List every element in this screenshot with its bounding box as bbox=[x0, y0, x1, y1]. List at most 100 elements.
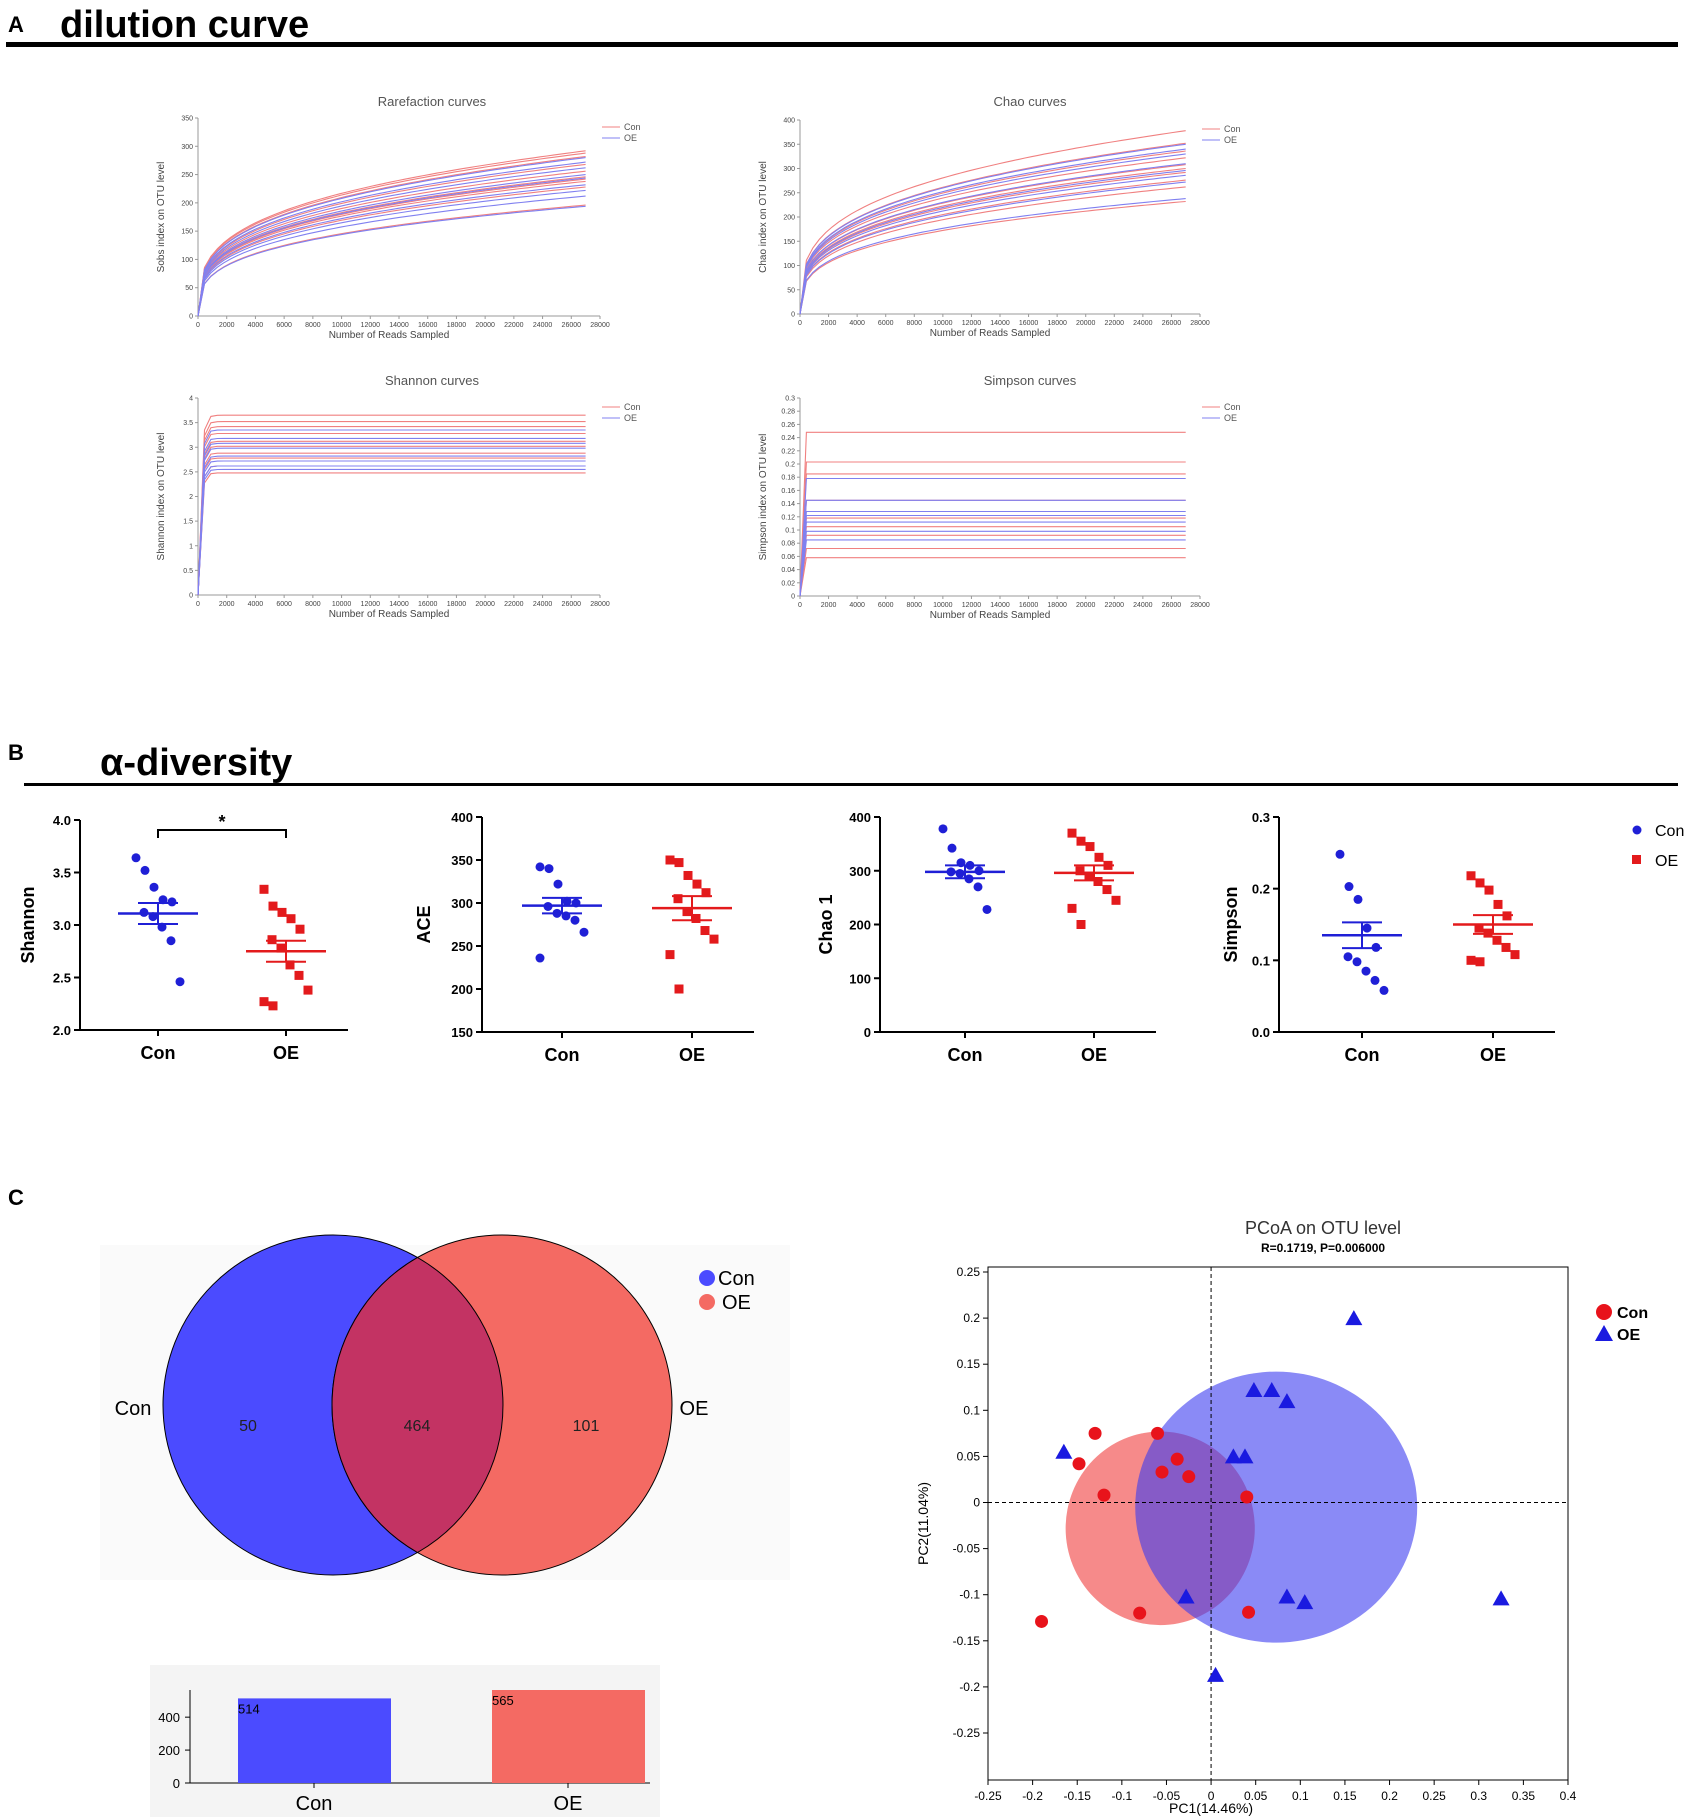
data-point-oe bbox=[1236, 1448, 1254, 1464]
curve-oe bbox=[799, 510, 1186, 597]
data-point-con bbox=[1362, 923, 1372, 933]
y-tick-label: 300 bbox=[181, 144, 193, 151]
data-point-oe bbox=[683, 870, 693, 880]
x-tick-label: 14000 bbox=[990, 602, 1010, 609]
x-tick-label: 2000 bbox=[821, 602, 837, 609]
y-tick-label: 0.16 bbox=[781, 488, 795, 495]
section-b-title: α-diversity bbox=[100, 742, 292, 784]
data-point-oe bbox=[682, 907, 692, 917]
data-point-oe bbox=[303, 985, 313, 995]
significance-bracket bbox=[157, 829, 287, 838]
y-tick-label: 0.26 bbox=[781, 422, 795, 429]
x-tick-label: 18000 bbox=[1047, 320, 1067, 327]
x-tick-label: 8000 bbox=[305, 601, 321, 608]
data-point-oe bbox=[259, 997, 269, 1007]
data-point-oe bbox=[268, 901, 278, 911]
category-label: Con bbox=[1345, 1045, 1380, 1065]
data-point-con bbox=[1097, 1488, 1111, 1502]
curve-oe bbox=[799, 521, 1186, 597]
y-tick-label: 0.22 bbox=[781, 448, 795, 455]
dot-plot-1: 2.0 2.5 3.0 3.5 4.0 Con OE Shannon * bbox=[18, 812, 348, 1063]
legend-marker-oe bbox=[1595, 1325, 1613, 1341]
y-tick-label: 0.28 bbox=[781, 409, 795, 416]
x-tick-label: -0.05 bbox=[1153, 1789, 1181, 1803]
x-tick-label: 0.2 bbox=[1381, 1789, 1398, 1803]
data-point-oe bbox=[1245, 1382, 1263, 1398]
data-point-oe bbox=[1055, 1443, 1073, 1459]
y-tick-label: 200 bbox=[783, 215, 795, 222]
x-tick-label: 20000 bbox=[1076, 602, 1096, 609]
x-tick-label: 0 bbox=[798, 320, 802, 327]
curve-con bbox=[799, 200, 1186, 315]
y-axis-label: Sobs index on OTU level bbox=[156, 162, 167, 273]
curve-con bbox=[197, 421, 586, 596]
data-point-con bbox=[1133, 1606, 1147, 1620]
x-tick-label: 16000 bbox=[418, 601, 438, 608]
legend-label-oe: OE bbox=[1224, 413, 1237, 423]
data-point-oe bbox=[1345, 1310, 1363, 1326]
curve-con bbox=[799, 534, 1186, 597]
y-tick-label: 300 bbox=[783, 166, 795, 173]
x-tick-label: 10000 bbox=[933, 320, 953, 327]
data-point-oe bbox=[1296, 1594, 1314, 1610]
y-tick-label: 0.0 bbox=[1252, 1025, 1270, 1040]
category-label: Con bbox=[948, 1045, 983, 1065]
legend-dot-con bbox=[699, 1270, 715, 1286]
data-point-oe bbox=[709, 934, 719, 944]
y-tick-label: 4.0 bbox=[53, 813, 71, 828]
chart-subtitle: R=0.1719, P=0.006000 bbox=[1261, 1241, 1385, 1255]
x-tick-label: 28000 bbox=[1190, 320, 1210, 327]
x-tick-label: 14000 bbox=[990, 320, 1010, 327]
curve-con bbox=[799, 150, 1186, 315]
bar-chart: 0 200 400 514 Con 565 OE bbox=[150, 1665, 660, 1817]
y-tick-label: 3.5 bbox=[183, 420, 193, 427]
y-tick-label: 200 bbox=[849, 918, 871, 933]
y-tick-label: 400 bbox=[158, 1710, 180, 1725]
section-a-rule bbox=[6, 42, 1678, 47]
x-tick-label: 18000 bbox=[447, 601, 467, 608]
y-tick-label: 50 bbox=[787, 287, 795, 294]
chart-title: Chao curves bbox=[994, 94, 1067, 109]
curve-con bbox=[197, 432, 586, 596]
x-tick-label: 6000 bbox=[276, 601, 292, 608]
pcoa-chart: PCoA on OTU level R=0.1719, P=0.006000 -0.… bbox=[915, 1218, 1648, 1816]
data-point-con bbox=[1335, 849, 1345, 859]
data-point-con bbox=[973, 882, 983, 892]
data-point-oe bbox=[285, 960, 295, 970]
x-tick-label: 0 bbox=[798, 602, 802, 609]
legend-label-oe: OE bbox=[722, 1292, 751, 1314]
y-tick-label: 0.14 bbox=[781, 501, 795, 508]
y-tick-label: 3.5 bbox=[53, 866, 71, 881]
curve-oe bbox=[799, 153, 1186, 315]
x-tick-label: 12000 bbox=[361, 601, 381, 608]
data-point-con bbox=[175, 977, 185, 987]
curve-oe bbox=[197, 177, 586, 317]
data-point-oe bbox=[1466, 871, 1476, 881]
x-tick-label: 18000 bbox=[1047, 602, 1067, 609]
y-tick-label: 200 bbox=[158, 1743, 180, 1758]
y-tick-label: -0.15 bbox=[953, 1634, 981, 1648]
data-point-oe bbox=[1177, 1588, 1195, 1604]
y-tick-label: 400 bbox=[451, 810, 473, 825]
data-point-oe bbox=[1278, 1393, 1296, 1409]
category-label: OE bbox=[679, 1045, 705, 1065]
data-point-con bbox=[955, 868, 965, 878]
x-axis-label: PC1(14.46%) bbox=[1169, 1800, 1253, 1816]
dot-plot-4: 0.0 0.1 0.2 0.3 Con OE Simpson Con OE bbox=[1221, 810, 1684, 1065]
y-tick-label: 0 bbox=[791, 312, 795, 319]
data-point-oe bbox=[1466, 955, 1476, 965]
data-point-oe bbox=[1278, 1588, 1296, 1604]
curve-con bbox=[799, 171, 1186, 315]
data-point-oe bbox=[1501, 942, 1511, 952]
data-point-oe bbox=[692, 879, 702, 889]
data-point-oe bbox=[1067, 828, 1077, 838]
y-tick-label: 250 bbox=[181, 172, 193, 179]
data-point-oe bbox=[673, 894, 683, 904]
x-tick-label: 26000 bbox=[562, 601, 582, 608]
curve-oe bbox=[197, 468, 586, 596]
data-point-oe bbox=[268, 1001, 278, 1011]
data-point-oe bbox=[1492, 935, 1502, 945]
curve-oe bbox=[197, 429, 586, 596]
x-tick-label: -0.2 bbox=[1022, 1789, 1043, 1803]
x-tick-label: 0.3 bbox=[1470, 1789, 1487, 1803]
